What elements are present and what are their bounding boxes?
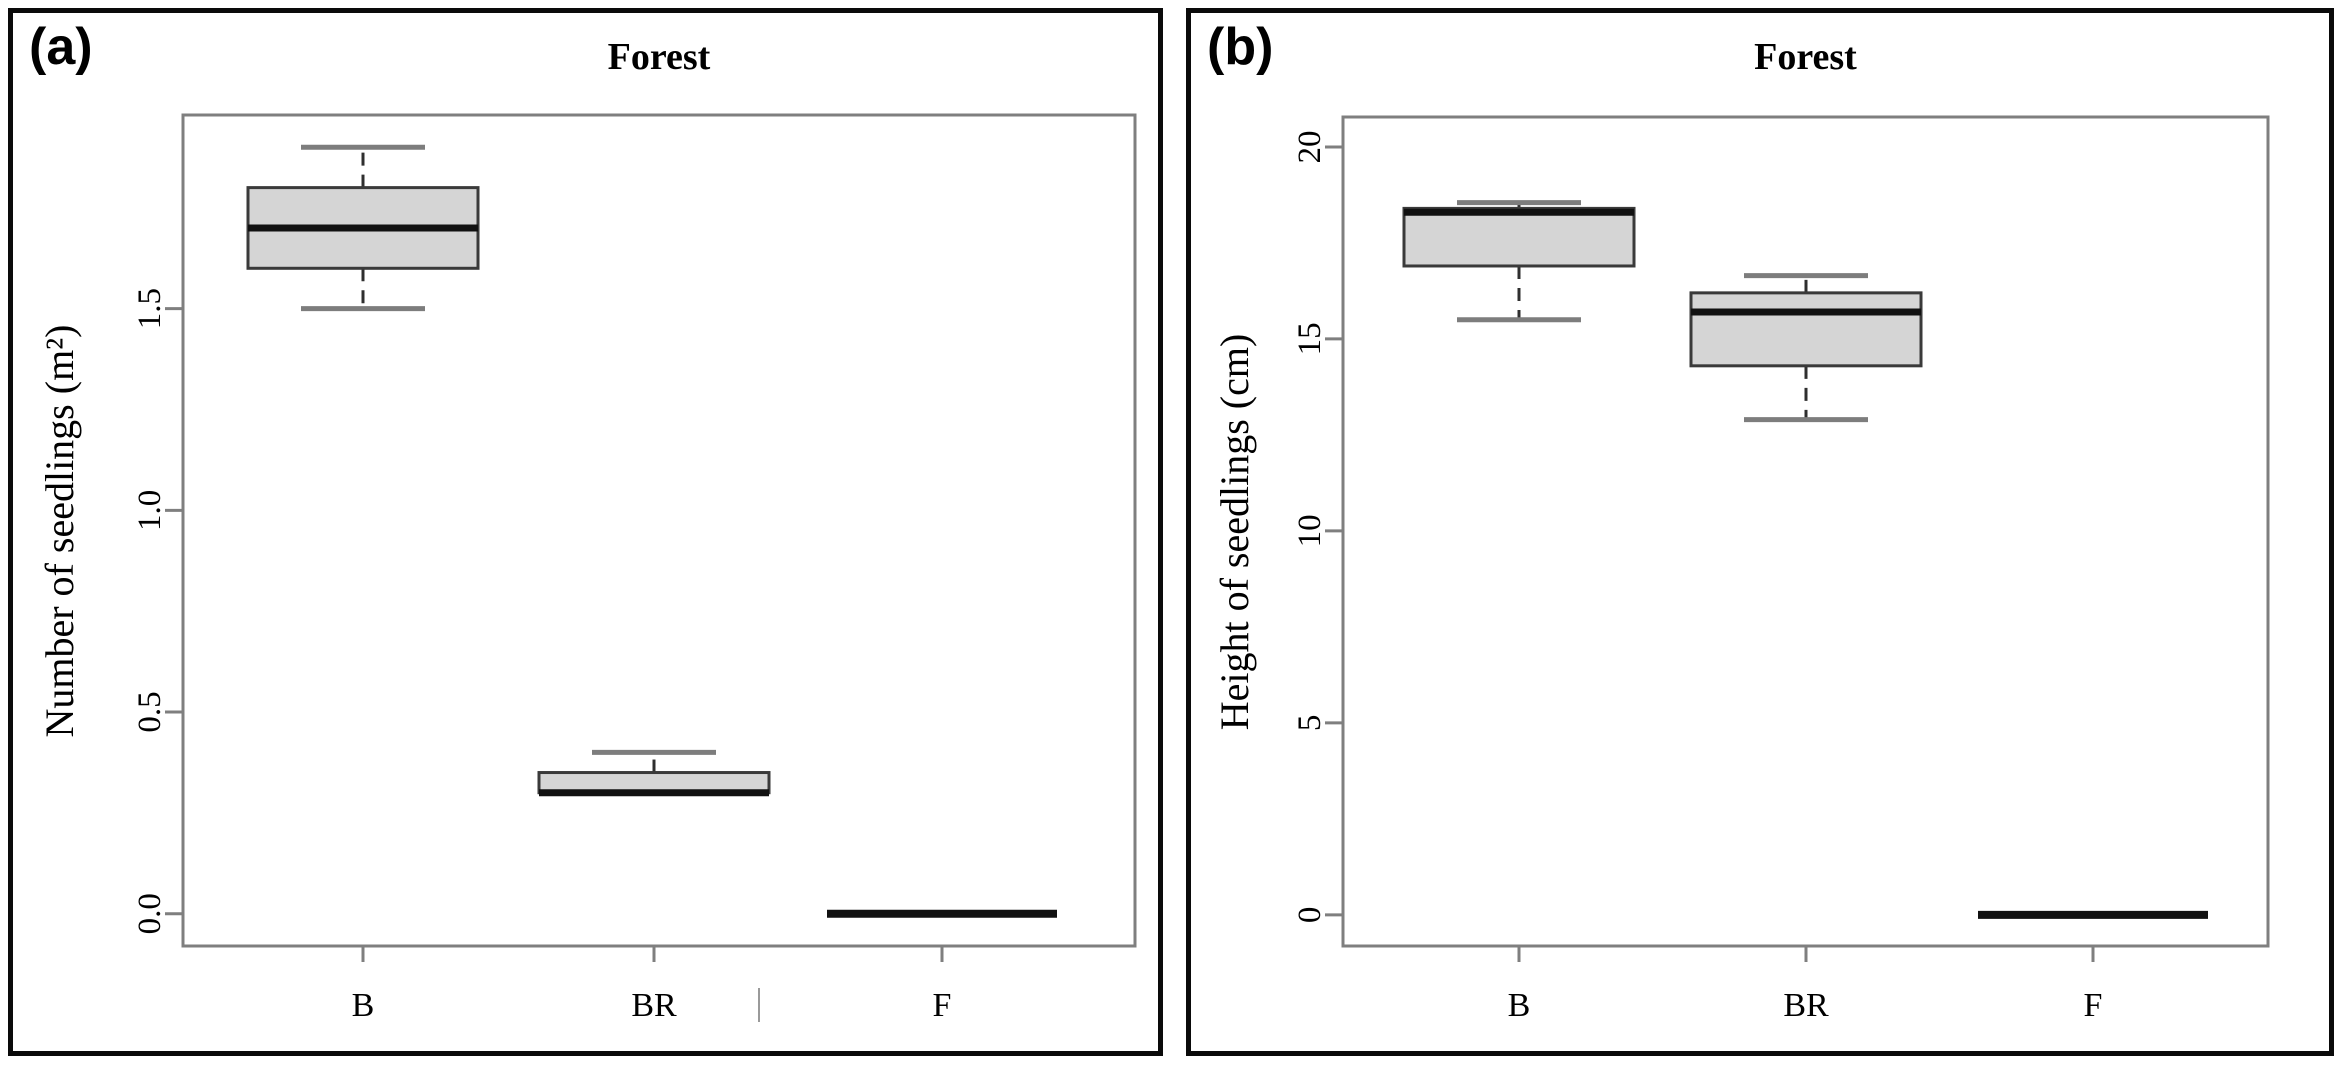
y-tick-label: 1.0 xyxy=(132,490,168,531)
panel-b-plot: 0 5 10 15 20 B BR F xyxy=(1292,115,2270,1024)
x-tick-label: B xyxy=(1508,987,1531,1024)
y-tick-label: 0.5 xyxy=(132,691,168,732)
x-tick-label: BR xyxy=(1783,987,1829,1024)
panel-b-title: Forest xyxy=(1754,36,1857,78)
box-BR xyxy=(1689,291,1923,368)
y-tick-label: 20 xyxy=(1292,130,1328,163)
panel-a: (a) Forest Number of seedlings (m²) 0.0 0… xyxy=(8,8,1163,1056)
panel-b-corner-label: (b) xyxy=(1207,18,1274,76)
panel-a-corner-label: (a) xyxy=(29,18,93,76)
x-tick-label: BR xyxy=(631,987,677,1024)
y-tick-label: 0.0 xyxy=(132,893,168,934)
panel-a-title: Forest xyxy=(607,36,711,78)
y-tick-label: 1.5 xyxy=(132,288,168,329)
x-tick-label: B xyxy=(352,987,375,1024)
panel-a-plot: 0.0 0.5 1.0 1.5 B BR F xyxy=(132,113,1137,1024)
y-tick-label: 0 xyxy=(1292,907,1328,924)
plot-border xyxy=(181,113,1137,948)
x-tick-label: F xyxy=(933,987,952,1024)
y-tick-label: 15 xyxy=(1292,322,1328,355)
x-tick-label: F xyxy=(2084,987,2103,1024)
y-tick-label: 10 xyxy=(1292,514,1328,547)
y-tick-label: 5 xyxy=(1292,715,1328,732)
panel-b: (b) Forest Height of seedlings (cm) 0 5 10… xyxy=(1186,8,2334,1056)
box-B xyxy=(1402,206,1636,268)
